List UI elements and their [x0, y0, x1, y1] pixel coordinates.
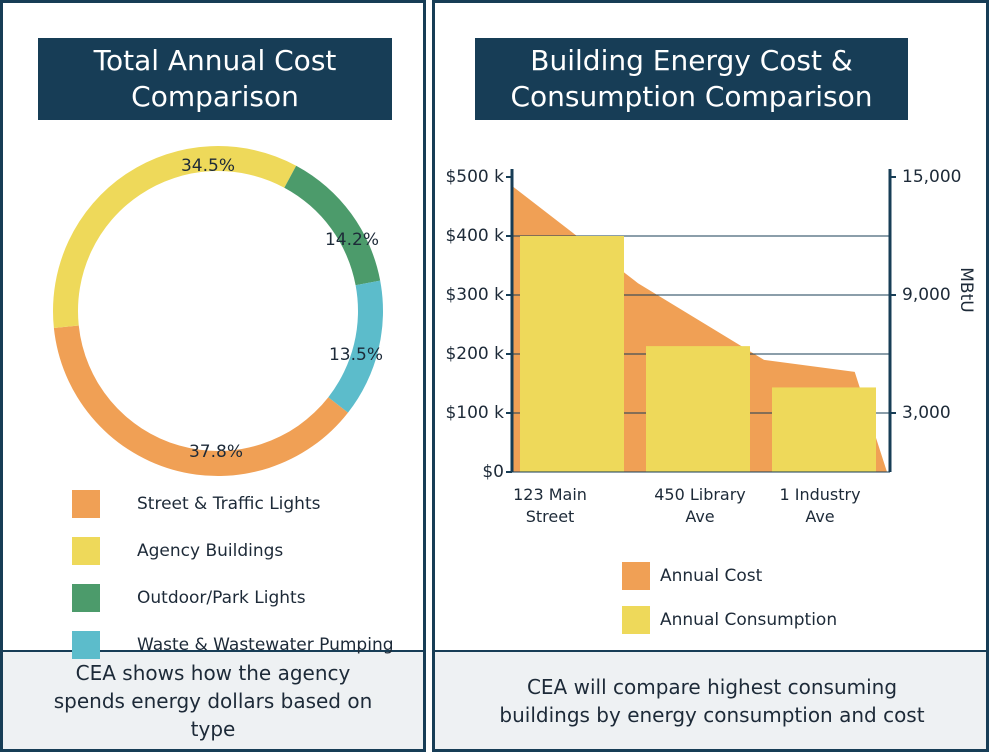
legend-swatch [72, 490, 100, 518]
legend-label: Annual Consumption [660, 610, 837, 630]
legend-label: Agency Buildings [137, 541, 283, 561]
caption: CEA shows how the agency spends energy d… [53, 661, 373, 741]
caption-bg [435, 651, 986, 749]
y2-tick-label: 3,000 [902, 403, 951, 423]
y-tick-label: $100 k [445, 403, 504, 423]
x-tick-label: 1 Industry Ave [779, 485, 861, 526]
y-tick-label: $500 k [445, 167, 504, 187]
y2-tick-label: 9,000 [902, 285, 951, 305]
y-tick-label: $200 k [445, 344, 504, 364]
y-tick-label: $300 k [445, 285, 504, 305]
donut-segment [53, 146, 297, 329]
data-label: 37.8% [189, 442, 243, 462]
legend-swatch [622, 562, 650, 590]
title-box: Building Energy Cost & Consumption Compa… [475, 38, 908, 120]
y-tick-label: $400 k [445, 226, 504, 246]
donut-segment [53, 325, 349, 476]
legend-label: Street & Traffic Lights [137, 494, 321, 514]
legend-label: Waste & Wastewater Pumping [137, 635, 394, 655]
y-tick-label: $0 [482, 462, 504, 482]
legend-swatch [622, 606, 650, 634]
legend-swatch [72, 631, 100, 659]
x-tick-label: 123 Main Street [513, 485, 587, 526]
caption-bg [3, 651, 423, 749]
title-box: Total Annual Cost Comparison [38, 38, 392, 120]
y2-axis-label: MBtU [956, 267, 976, 312]
chart-title: Total Annual Cost Comparison [93, 44, 337, 113]
caption: CEA will compare highest consuming build… [499, 675, 925, 727]
legend-swatch [72, 584, 100, 612]
data-label: 13.5% [329, 345, 383, 365]
data-label: 14.2% [325, 230, 379, 250]
legend-swatch [72, 537, 100, 565]
data-label: 34.5% [181, 156, 235, 176]
bar [520, 236, 624, 472]
donut-segment [284, 165, 381, 286]
donut-segment [328, 280, 383, 413]
bar [646, 346, 750, 472]
chart-title: Building Energy Cost & Consumption Compa… [510, 44, 873, 113]
legend-label: Outdoor/Park Lights [137, 588, 306, 608]
panel-border [432, 0, 989, 752]
panel-border [0, 0, 426, 752]
x-tick-label: 450 Library Ave [654, 485, 746, 526]
bar [772, 387, 876, 472]
legend-label: Annual Cost [660, 566, 763, 586]
y2-tick-label: 15,000 [902, 167, 961, 187]
